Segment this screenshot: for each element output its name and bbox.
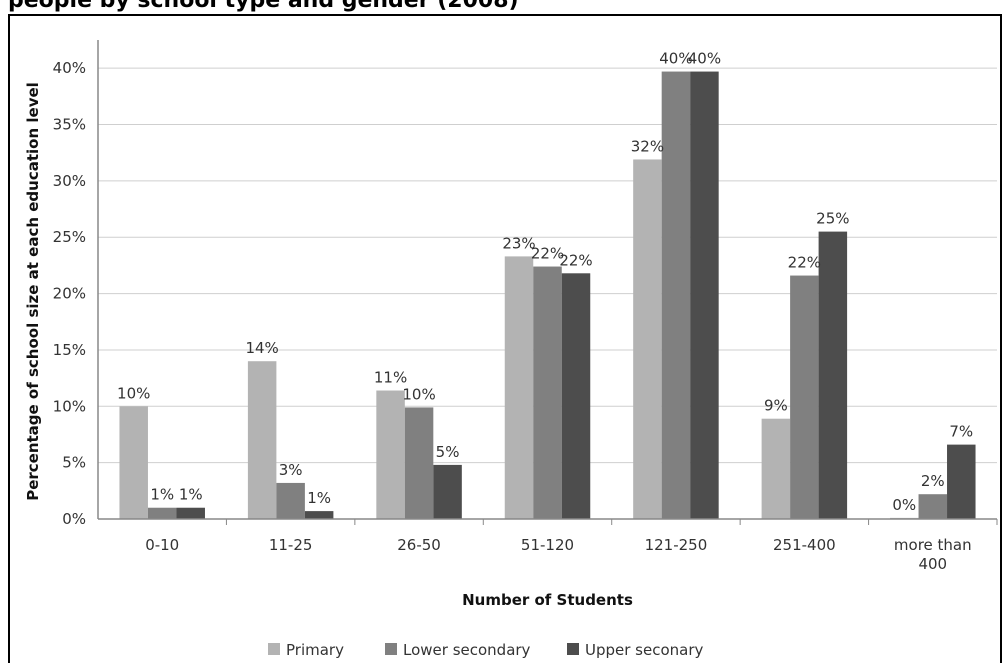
bar-primary	[376, 390, 405, 519]
y-tick-label: 15%	[53, 341, 86, 359]
bar-primary	[247, 361, 277, 519]
cut-off-page-title: people by school type and gender (2008)	[0, 0, 1006, 14]
legend-swatch	[567, 643, 579, 655]
bar-primary	[504, 256, 534, 519]
data-label: 1%	[150, 486, 174, 504]
bar-lower-secondary	[404, 407, 434, 519]
data-label: 40%	[659, 50, 692, 68]
data-label: 9%	[764, 397, 788, 415]
legend-label: Upper seconary	[585, 641, 704, 659]
y-tick-label: 40%	[53, 59, 86, 77]
x-tick-label: 11-25	[269, 536, 313, 554]
x-axis-ticks: 0-10 11-25 26-50 51-120 121-250 251-400 more t…	[145, 519, 998, 573]
bar-upper-seconary	[561, 273, 591, 519]
x-tick-label: 26-50	[397, 536, 441, 554]
y-axis-ticks: 0% 5% 10% 15% 20% 25% 30% 35% 40%	[53, 59, 86, 528]
bar-lower-secondary	[533, 266, 562, 519]
data-label: 5%	[436, 443, 460, 461]
y-tick-label: 5%	[62, 454, 86, 472]
page-title-text: people by school type and gender (2008)	[8, 0, 519, 13]
x-tick-label: more than 400	[894, 536, 972, 573]
y-tick-label: 20%	[53, 285, 86, 303]
data-label: 25%	[816, 210, 849, 228]
x-tick-label: 251-400	[773, 536, 836, 554]
bar-upper-seconary	[818, 231, 848, 519]
data-label: 1%	[179, 486, 203, 504]
bar-lower-secondary	[918, 494, 948, 519]
bar-upper-seconary	[176, 507, 205, 519]
x-tick-label: 0-10	[145, 536, 179, 554]
y-tick-label: 25%	[53, 228, 86, 246]
data-label: 7%	[949, 423, 973, 441]
x-tick-label: 51-120	[521, 536, 574, 554]
bar-primary	[119, 406, 148, 519]
bar-upper-seconary	[433, 464, 462, 519]
data-label: 22%	[788, 254, 821, 272]
legend-swatch	[268, 643, 280, 655]
data-label: 2%	[921, 472, 945, 490]
legend-label: Primary	[286, 641, 344, 659]
bar-lower-secondary	[661, 71, 691, 519]
y-tick-label: 10%	[53, 397, 86, 415]
data-label: 1%	[307, 489, 331, 507]
bar-lower-secondary	[147, 507, 177, 519]
bar-upper-seconary	[690, 71, 719, 519]
data-label: 22%	[559, 251, 592, 269]
y-axis-title: Percentage of school size at each educat…	[24, 82, 42, 501]
bars	[119, 71, 976, 519]
data-label: 0%	[892, 496, 916, 514]
y-tick-label: 0%	[62, 510, 86, 528]
bar-upper-seconary	[947, 444, 976, 519]
legend-label: Lower secondary	[403, 641, 531, 659]
data-label: 3%	[279, 461, 303, 479]
bar-upper-seconary	[304, 511, 334, 519]
data-label: 10%	[402, 385, 435, 403]
data-labels: 10%1% 1%14%3%1%11%10%5%23%22%22%32%40%40%…	[117, 50, 973, 514]
bar-lower-secondary	[790, 275, 819, 519]
bar-primary	[633, 159, 662, 519]
y-tick-label: 35%	[53, 116, 86, 134]
bar-lower-secondary	[276, 482, 305, 519]
data-label: 10%	[117, 384, 150, 402]
data-label: 23%	[502, 234, 535, 252]
data-label: 22%	[531, 245, 564, 263]
legend: Primary Lower secondary Upper seconary	[268, 641, 704, 659]
data-label: 40%	[688, 50, 721, 68]
legend-swatch	[385, 643, 397, 655]
y-tick-label: 30%	[53, 172, 86, 190]
x-tick-label: 121-250	[645, 536, 708, 554]
data-label: 32%	[631, 137, 664, 155]
data-label: 14%	[245, 339, 278, 357]
data-label: 11%	[374, 369, 407, 387]
x-axis-title: Number of Students	[462, 591, 633, 609]
bar-primary	[761, 418, 791, 519]
